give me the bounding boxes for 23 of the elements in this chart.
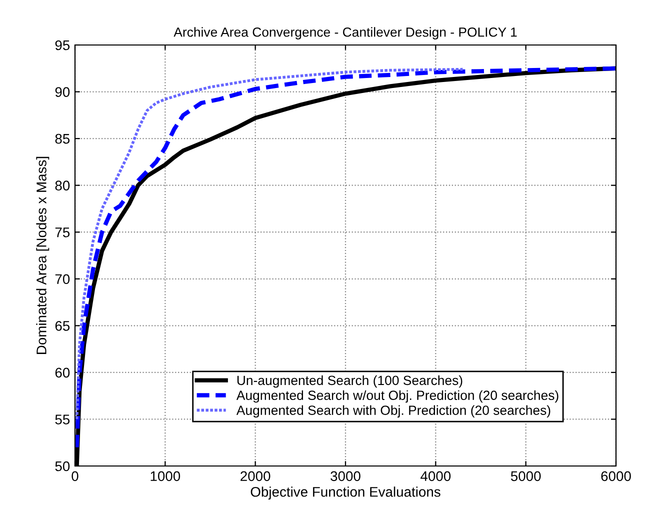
chart-title: Archive Area Convergence - Cantilever Design - POLICY 1 xyxy=(174,27,517,40)
legend-label: Augmented Search with Obj. Prediction (20 searches) xyxy=(236,405,550,418)
x-tick-label: 1000 xyxy=(150,471,180,482)
y-tick-label: 85 xyxy=(55,134,70,144)
y-axis-title: Dominated Area [Nodes x Mass] xyxy=(36,156,50,354)
x-tick-label: 2000 xyxy=(240,471,270,482)
y-tick-label: 60 xyxy=(55,368,70,378)
legend-label: Augmented Search w/out Obj. Prediction (20 searches) xyxy=(236,390,558,403)
x-axis-title: Objective Function Evaluations xyxy=(250,486,440,500)
y-tick-label: 80 xyxy=(55,180,70,191)
y-tick-label: 65 xyxy=(55,321,70,331)
x-tick-label: 3000 xyxy=(330,471,360,482)
x-tick-label: 6000 xyxy=(601,471,631,482)
x-tick-label: 4000 xyxy=(420,471,451,482)
y-tick-label: 75 xyxy=(55,228,70,238)
y-tick-label: 55 xyxy=(55,414,70,424)
x-tick-label: 0 xyxy=(72,471,78,482)
y-tick-label: 70 xyxy=(55,274,70,284)
y-tick-label: 90 xyxy=(55,87,70,97)
y-tick-label: 95 xyxy=(55,40,70,50)
legend-label: Un-augmented Search (100 Searches) xyxy=(237,375,462,388)
x-tick-label: 5000 xyxy=(510,471,541,482)
y-tick-label: 50 xyxy=(55,461,70,472)
